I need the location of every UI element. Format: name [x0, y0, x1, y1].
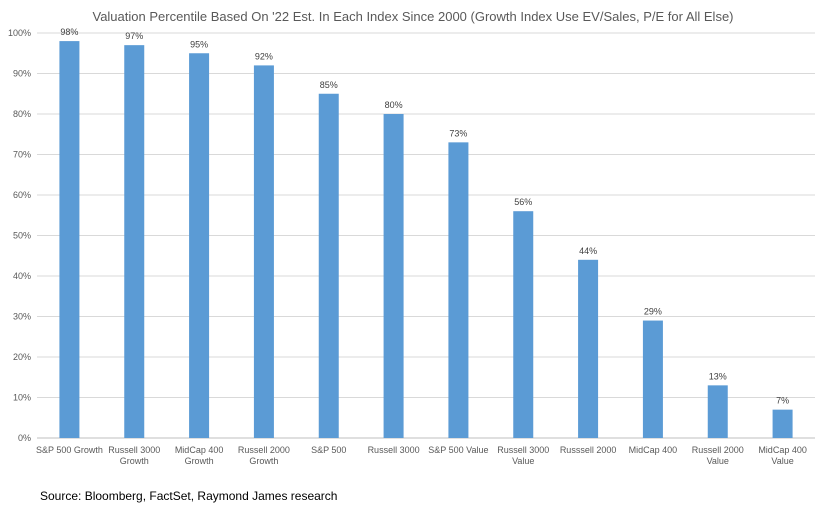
bar	[253, 65, 274, 439]
category-label: Growth	[120, 456, 149, 466]
category-label: Value	[512, 456, 534, 466]
category-label: MidCap 400	[629, 445, 678, 455]
bar	[642, 320, 663, 438]
bar	[513, 211, 534, 438]
y-tick-label: 70%	[13, 150, 31, 160]
category-label: MidCap 400	[175, 445, 224, 455]
gridlines	[37, 32, 815, 439]
y-tick-label: 100%	[8, 28, 31, 38]
data-label: 7%	[776, 396, 789, 406]
category-label: Russell 3000	[497, 445, 549, 455]
bar	[578, 259, 599, 438]
category-label: Growth	[185, 456, 214, 466]
source-note: Source: Bloomberg, FactSet, Raymond Jame…	[40, 489, 338, 503]
bar	[189, 53, 210, 438]
y-tick-label: 50%	[13, 231, 31, 241]
data-label: 13%	[709, 371, 727, 381]
data-label: 80%	[385, 100, 403, 110]
y-tick-label: 90%	[13, 69, 31, 79]
y-axis-ticks: 0% 10% 20% 30% 40% 50% 60% 70% 80% 90% 100%	[8, 28, 31, 443]
category-label: Russell 2000	[692, 445, 744, 455]
y-tick-label: 60%	[13, 190, 31, 200]
bar	[772, 409, 793, 438]
data-label: 73%	[449, 128, 467, 138]
category-label: S&P 500 Value	[428, 445, 488, 455]
category-label: Growth	[249, 456, 278, 466]
y-tick-label: 80%	[13, 109, 31, 119]
bar	[448, 142, 469, 438]
bar	[124, 45, 145, 439]
bar	[707, 385, 728, 438]
bar	[318, 93, 339, 438]
bar	[59, 41, 80, 438]
y-tick-label: 20%	[13, 352, 31, 362]
data-label: 97%	[125, 31, 143, 41]
category-label: Russell 3000	[368, 445, 420, 455]
data-label: 92%	[255, 51, 273, 61]
chart-title: Valuation Percentile Based On '22 Est. I…	[92, 9, 734, 24]
y-tick-label: 30%	[13, 312, 31, 322]
y-tick-label: 40%	[13, 271, 31, 281]
data-label: 95%	[190, 39, 208, 49]
data-label: 98%	[60, 27, 78, 37]
category-label: Value	[707, 456, 729, 466]
data-label: 56%	[514, 197, 532, 207]
bar	[383, 114, 404, 438]
data-labels: 98% 97% 95% 92% 85% 80% 73% 56% 44% 29% 13% 7%	[60, 27, 789, 406]
data-label: 29%	[644, 307, 662, 317]
category-label: Russell 2000	[238, 445, 290, 455]
y-tick-label: 0%	[18, 433, 31, 443]
category-label: Russsell 2000	[560, 445, 617, 455]
data-label: 85%	[320, 80, 338, 90]
category-label: MidCap 400	[758, 445, 807, 455]
category-label: Russell 3000	[108, 445, 160, 455]
category-label: S&P 500	[311, 445, 346, 455]
bars	[59, 41, 793, 439]
category-label: S&P 500 Growth	[36, 445, 103, 455]
category-label: Value	[771, 456, 793, 466]
y-tick-label: 10%	[13, 393, 31, 403]
data-label: 44%	[579, 246, 597, 256]
